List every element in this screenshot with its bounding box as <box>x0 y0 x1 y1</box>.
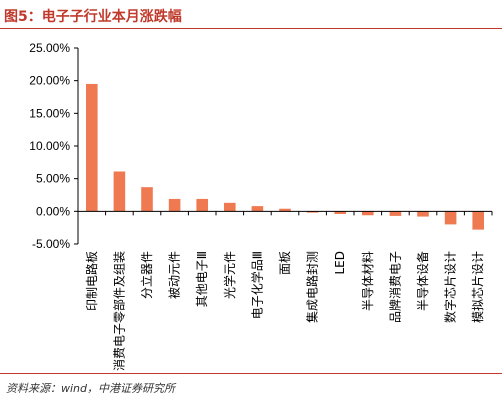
y-tick-label: 5.00% <box>36 172 70 186</box>
category-label: 被动元件 <box>168 251 182 299</box>
bar <box>224 202 236 212</box>
source-rule <box>0 373 502 374</box>
bar <box>306 211 319 213</box>
y-tick-label: 15.00% <box>29 106 70 120</box>
bar <box>389 211 402 216</box>
category-label: 半导体材料 <box>361 251 375 311</box>
y-tick-label: -5.00% <box>32 237 70 251</box>
category-label: LED <box>333 251 347 275</box>
bar <box>251 206 264 212</box>
y-axis: -5.00% 0.00% 5.00% 10.00% 15.00% 20.00% 25.00% <box>29 41 79 251</box>
source-note: 资料来源：wind，中港证券研究所 <box>6 382 176 395</box>
y-tick-label: 25.00% <box>29 41 70 55</box>
category-label: 数字芯片设计 <box>443 251 458 323</box>
bar <box>362 211 374 216</box>
category-label: 电子化学品Ⅲ <box>249 251 264 319</box>
y-tick-label: 0.00% <box>36 204 70 218</box>
category-label: 模拟芯片设计 <box>471 251 485 323</box>
bar <box>168 198 181 212</box>
bar <box>417 211 429 217</box>
bar <box>196 198 208 212</box>
x-axis <box>78 210 493 216</box>
bar <box>113 171 126 212</box>
category-label: 分立器件 <box>139 251 154 299</box>
y-tick-label: 20.00% <box>29 74 70 88</box>
bar <box>86 83 98 212</box>
category-labels: 印制电路板 消费电子零部件及组装 分立器件 被动元件 其他电子Ⅲ 光学元件 电子化学品Ⅲ 面板… <box>84 251 485 371</box>
category-label: 其他电子Ⅲ <box>195 251 209 307</box>
figure-title: 图5：电子子行业本月涨跌幅 <box>4 9 182 25</box>
category-label: 印制电路板 <box>84 251 99 311</box>
category-label: 消费电子零部件及组装 <box>111 251 126 371</box>
category-label: 光学元件 <box>222 251 237 299</box>
bar <box>141 187 153 212</box>
bar <box>279 208 291 212</box>
category-label: 品牌消费电子 <box>388 251 402 323</box>
bar <box>334 211 346 214</box>
bar <box>472 211 484 230</box>
category-label: 面板 <box>278 251 292 275</box>
category-label: 半导体设备 <box>416 251 430 311</box>
bars <box>86 83 484 230</box>
y-tick-label: 10.00% <box>29 139 70 153</box>
category-label: 集成电路封测 <box>305 251 320 323</box>
title-rule <box>0 28 502 29</box>
bar <box>444 211 457 225</box>
